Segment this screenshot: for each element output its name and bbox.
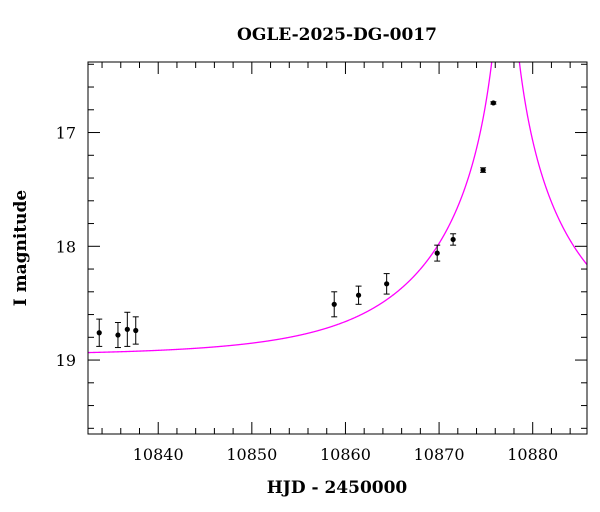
point-marker [133, 327, 139, 334]
point-marker [96, 330, 102, 336]
point-marker [124, 326, 130, 332]
y-tick-label: 19 [56, 351, 76, 370]
x-tick-label: 10840 [133, 445, 184, 464]
data-point [132, 316, 139, 345]
point-marker [450, 236, 456, 243]
y-tick-label: 18 [56, 237, 76, 256]
data-point [480, 167, 487, 173]
point-marker [115, 332, 121, 338]
x-tick-label: 10880 [507, 445, 558, 464]
ticks-layer: 10840 10850 10860 10870 10880 17 18 19 [56, 62, 587, 464]
data-point [490, 100, 497, 106]
point-marker [490, 100, 496, 106]
x-tick-label: 10870 [414, 445, 465, 464]
data-point [96, 318, 103, 347]
data-point [114, 322, 121, 349]
y-axis-label: I magnitude [11, 190, 31, 307]
point-marker [331, 301, 337, 307]
plot-frame [87, 61, 588, 435]
model-curve [88, 62, 587, 354]
y-tick-label: 17 [56, 124, 76, 143]
point-marker [480, 167, 486, 173]
point-marker [355, 292, 362, 298]
x-tick-label: 10850 [226, 445, 277, 464]
data-point [434, 244, 441, 262]
data-point [383, 273, 390, 295]
point-marker [434, 250, 440, 256]
data-point [331, 291, 338, 318]
model-layer [88, 62, 587, 354]
point-marker [384, 281, 390, 287]
x-tick-label: 10860 [320, 445, 371, 464]
data-point [124, 311, 131, 347]
x-axis-label: HJD - 2450000 [267, 478, 408, 498]
data-point [450, 233, 457, 246]
chart-title: OGLE-2025-DG-0017 [237, 25, 437, 45]
data-point [355, 285, 362, 305]
points-layer [96, 100, 497, 349]
